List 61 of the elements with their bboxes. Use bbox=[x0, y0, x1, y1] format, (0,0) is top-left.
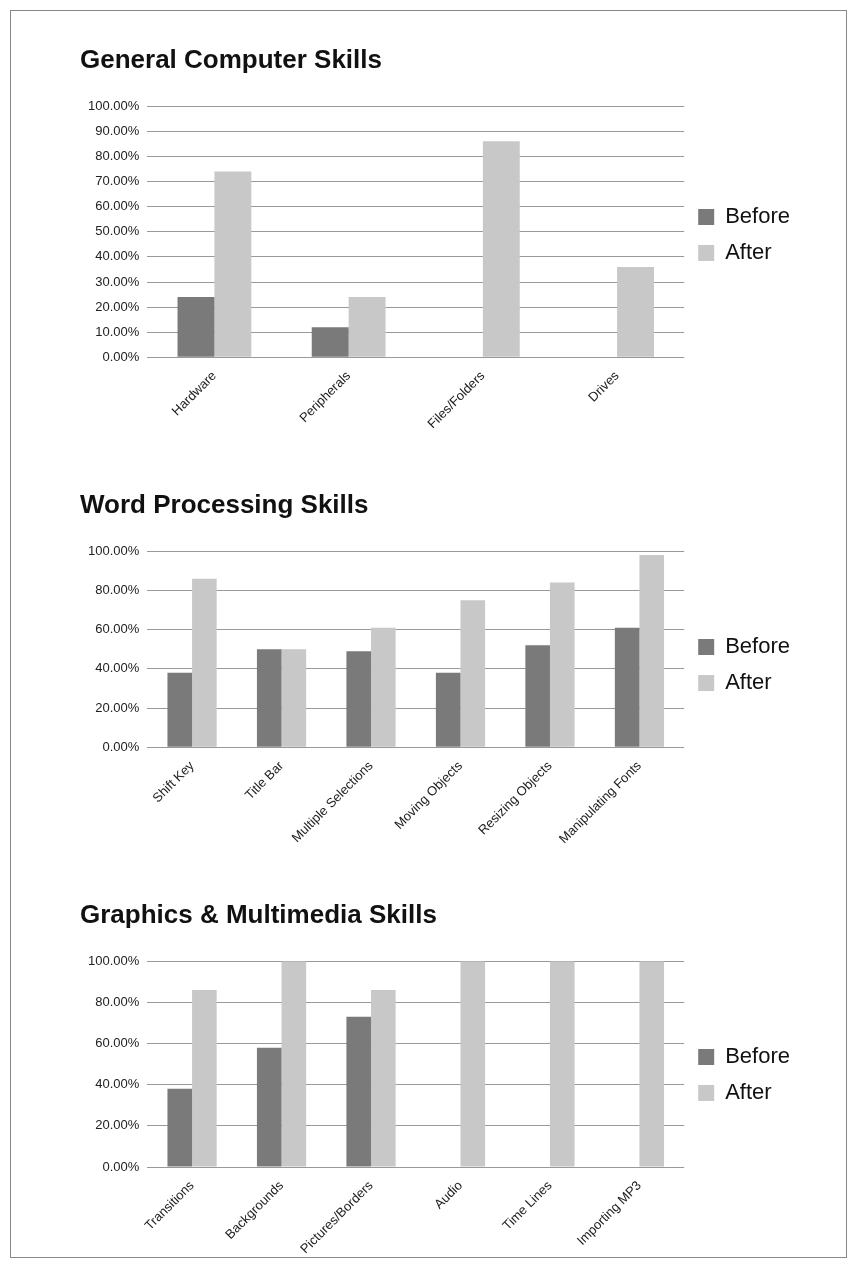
bar bbox=[311, 327, 349, 357]
chart-title: General Computer Skills bbox=[80, 43, 382, 74]
y-tick-label: 20.00% bbox=[95, 1117, 140, 1133]
y-tick-label: 80.00% bbox=[95, 582, 140, 597]
y-tick-label: 80.00% bbox=[95, 148, 140, 164]
y-tick-label: 40.00% bbox=[95, 1076, 140, 1092]
bar bbox=[549, 961, 575, 1167]
y-tick-label: 50.00% bbox=[95, 223, 140, 239]
legend-label: Before bbox=[725, 203, 791, 229]
bar bbox=[214, 171, 252, 357]
bar bbox=[256, 649, 282, 747]
y-tick-label: 0.00% bbox=[102, 1158, 140, 1174]
chart-title: Word Processing Skills bbox=[80, 488, 369, 519]
bar bbox=[435, 672, 461, 747]
y-tick-label: 40.00% bbox=[95, 660, 140, 676]
bar bbox=[167, 1088, 193, 1167]
legend-label: Before bbox=[725, 1043, 791, 1069]
legend-label: After bbox=[725, 239, 772, 265]
legend-label: After bbox=[725, 669, 772, 695]
bar bbox=[639, 961, 665, 1167]
y-tick-label: 100.00% bbox=[87, 542, 140, 558]
bar bbox=[281, 649, 307, 747]
y-tick-label: 20.00% bbox=[95, 699, 140, 715]
y-tick-label: 80.00% bbox=[95, 993, 140, 1009]
legend-label: Before bbox=[725, 633, 791, 659]
y-tick-label: 60.00% bbox=[95, 621, 140, 637]
bar bbox=[192, 990, 217, 1167]
bar bbox=[281, 961, 307, 1167]
y-tick-label: 0.00% bbox=[102, 348, 140, 364]
y-tick-label: 30.00% bbox=[95, 273, 140, 289]
bar bbox=[346, 651, 372, 747]
y-tick-label: 90.00% bbox=[95, 122, 140, 138]
bar bbox=[192, 578, 217, 747]
bar bbox=[460, 600, 486, 747]
bar bbox=[371, 627, 396, 747]
bar bbox=[167, 672, 193, 747]
y-tick-label: 10.00% bbox=[95, 323, 140, 339]
bar bbox=[639, 555, 665, 747]
bar bbox=[346, 1016, 372, 1167]
y-tick-label: 0.00% bbox=[102, 738, 140, 754]
y-tick-label: 70.00% bbox=[95, 173, 140, 189]
legend-label: After bbox=[725, 1079, 772, 1105]
bar bbox=[256, 1047, 282, 1167]
bar bbox=[177, 297, 215, 357]
bar bbox=[348, 297, 386, 357]
y-tick-label: 60.00% bbox=[95, 198, 140, 214]
bar bbox=[460, 961, 486, 1167]
bar bbox=[549, 582, 575, 747]
bar bbox=[371, 990, 396, 1167]
bar bbox=[614, 627, 640, 747]
y-tick-label: 100.00% bbox=[87, 952, 140, 968]
chart-title: Graphics & Multimedia Skills bbox=[80, 898, 437, 929]
bar bbox=[617, 266, 654, 357]
bar bbox=[482, 141, 520, 357]
y-tick-label: 40.00% bbox=[95, 248, 140, 264]
bar bbox=[525, 645, 550, 747]
x-tick-label: Title Bar bbox=[241, 757, 287, 803]
y-tick-label: 20.00% bbox=[95, 298, 140, 314]
y-tick-label: 60.00% bbox=[95, 1035, 140, 1051]
x-tick-label: Shift Key bbox=[149, 757, 198, 806]
y-tick-label: 100.00% bbox=[87, 97, 140, 113]
